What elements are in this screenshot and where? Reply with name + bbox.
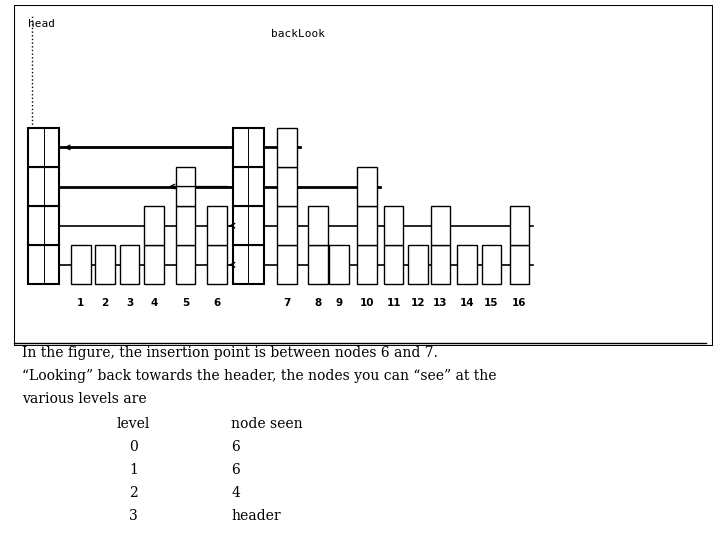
Text: 15: 15 — [484, 298, 499, 308]
Text: various levels are: various levels are — [22, 392, 146, 406]
Text: 3: 3 — [129, 509, 138, 523]
Bar — [431, 245, 450, 285]
Text: 12: 12 — [411, 298, 426, 308]
Bar — [96, 245, 115, 285]
Text: 1: 1 — [77, 298, 84, 308]
Bar — [308, 245, 328, 285]
Text: 14: 14 — [459, 298, 474, 308]
Text: 6: 6 — [231, 440, 240, 454]
Bar — [71, 245, 91, 285]
Bar — [28, 245, 59, 285]
Bar — [384, 206, 403, 245]
Bar — [233, 206, 264, 245]
Bar — [28, 206, 59, 245]
Text: 0: 0 — [129, 440, 138, 454]
Text: 4: 4 — [231, 486, 240, 500]
Text: backLook: backLook — [271, 29, 325, 39]
Bar — [207, 206, 227, 245]
Bar — [408, 245, 428, 285]
Bar — [176, 206, 195, 245]
Text: 10: 10 — [360, 298, 374, 308]
Bar — [233, 128, 264, 167]
Bar — [357, 245, 377, 285]
Text: “Looking” back towards the header, the nodes you can “see” at the: “Looking” back towards the header, the n… — [22, 369, 496, 383]
Bar — [233, 245, 264, 285]
Text: 9: 9 — [336, 298, 343, 308]
Bar — [510, 206, 529, 245]
Text: 1: 1 — [129, 463, 138, 477]
Bar — [207, 245, 227, 285]
Text: 6: 6 — [213, 298, 220, 308]
Text: 4: 4 — [150, 298, 158, 308]
Bar — [384, 245, 403, 285]
Bar — [482, 245, 501, 285]
Bar — [277, 245, 297, 285]
Text: 11: 11 — [387, 298, 401, 308]
Bar — [357, 206, 377, 245]
Text: 8: 8 — [315, 298, 322, 308]
Bar — [308, 206, 328, 245]
Bar — [176, 167, 195, 206]
Text: level: level — [117, 417, 150, 431]
Text: 13: 13 — [433, 298, 448, 308]
Text: In the figure, the insertion point is between nodes 6 and 7.: In the figure, the insertion point is be… — [22, 346, 438, 360]
Bar — [277, 167, 297, 206]
Text: 6: 6 — [231, 463, 240, 477]
Text: 5: 5 — [182, 298, 189, 308]
Bar — [176, 245, 195, 285]
Bar — [357, 167, 377, 206]
Bar — [329, 245, 349, 285]
Text: 3: 3 — [126, 298, 133, 308]
Text: 16: 16 — [512, 298, 526, 308]
Bar — [28, 167, 59, 206]
Bar — [277, 128, 297, 167]
Bar — [144, 206, 164, 245]
Text: 2: 2 — [129, 486, 138, 500]
Bar — [510, 245, 529, 285]
Bar — [28, 128, 59, 167]
Bar — [144, 245, 164, 285]
Text: header: header — [231, 509, 281, 523]
Bar — [120, 245, 140, 285]
Text: 2: 2 — [102, 298, 109, 308]
Text: node seen: node seen — [231, 417, 302, 431]
Bar — [457, 245, 477, 285]
Text: 7: 7 — [283, 298, 290, 308]
Text: head: head — [28, 19, 55, 29]
Bar — [277, 206, 297, 245]
Bar — [431, 206, 450, 245]
Bar — [233, 167, 264, 206]
